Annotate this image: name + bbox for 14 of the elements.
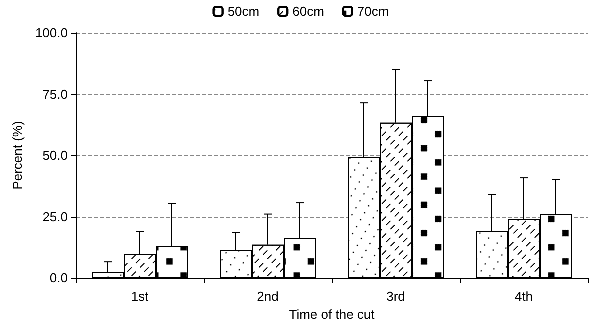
y-tick-label: 100.0 (35, 26, 68, 40)
legend-label: 50cm (228, 4, 260, 19)
y-tick-label: 0.0 (50, 270, 68, 286)
y-tick-label: 50.0 (42, 148, 68, 163)
y-tick-label: 75.0 (42, 86, 68, 102)
legend-label: 70cm (357, 4, 390, 19)
x-tick-label: 3rd (386, 289, 406, 304)
y-tick-label: 25.0 (42, 209, 68, 224)
y-axis-title: Percent (%) (10, 121, 25, 190)
x-axis-title: Time of the cut (289, 307, 376, 322)
x-tick-label: 2nd (257, 289, 279, 304)
x-tick-label: 4th (514, 289, 534, 304)
legend-label: 60cm (292, 4, 324, 19)
x-tick-label: 1st (131, 289, 150, 304)
